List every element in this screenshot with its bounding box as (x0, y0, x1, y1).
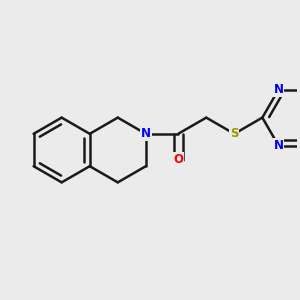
Text: S: S (230, 127, 238, 140)
Text: N: N (274, 83, 284, 96)
Text: N: N (274, 139, 284, 152)
Text: N: N (141, 127, 151, 140)
Text: O: O (173, 153, 183, 166)
